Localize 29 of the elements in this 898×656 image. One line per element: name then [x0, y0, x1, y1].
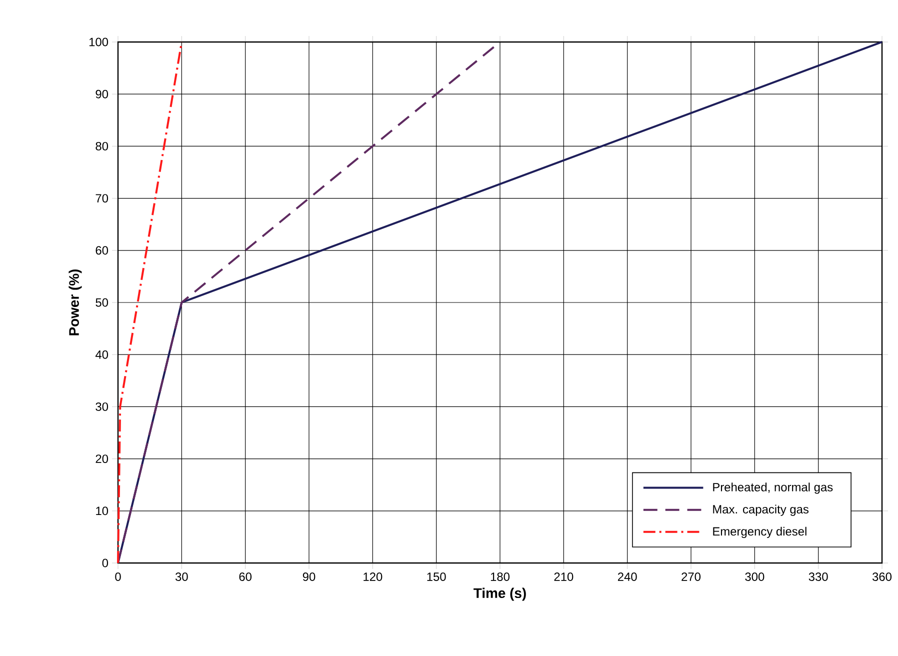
y-tick-label: 80 — [96, 142, 108, 150]
x-tick-label: 300 — [745, 572, 764, 581]
y-tick-label: 60 — [96, 246, 108, 255]
y-tick-label: 0 — [102, 558, 108, 568]
x-tick-label: 0 — [115, 572, 121, 581]
y-tick-label: 30 — [96, 402, 108, 411]
x-tick-label: 360 — [872, 572, 892, 581]
x-tick-label: 120 — [364, 572, 382, 581]
legend-label: Max. capacity gas — [713, 504, 809, 516]
y-tick-label: 40 — [95, 350, 108, 359]
x-axis-title: Time (s) — [474, 588, 526, 601]
y-tick-label: 10 — [96, 506, 108, 516]
x-tick-label: 240 — [618, 572, 637, 581]
y-tick-label: 100 — [89, 38, 108, 46]
y-tick-label: 20 — [96, 454, 108, 464]
x-tick-label: 270 — [682, 572, 701, 581]
legend-label: Preheated, normal gas — [713, 482, 833, 494]
x-tick-label: 30 — [175, 572, 188, 581]
y-tick-label: 90 — [96, 90, 108, 98]
y-tick-label: 50 — [96, 298, 108, 307]
x-tick-label: 210 — [554, 572, 574, 581]
x-tick-label: 90 — [302, 572, 316, 581]
x-tick-label: 150 — [427, 572, 446, 581]
y-axis-title: Power (%) — [68, 269, 82, 336]
x-tick-label: 60 — [239, 572, 252, 581]
legend-label: Emergency diesel — [713, 526, 806, 538]
x-tick-label: 180 — [490, 572, 510, 581]
y-tick-label: 70 — [96, 194, 108, 203]
x-tick-label: 330 — [808, 572, 828, 581]
